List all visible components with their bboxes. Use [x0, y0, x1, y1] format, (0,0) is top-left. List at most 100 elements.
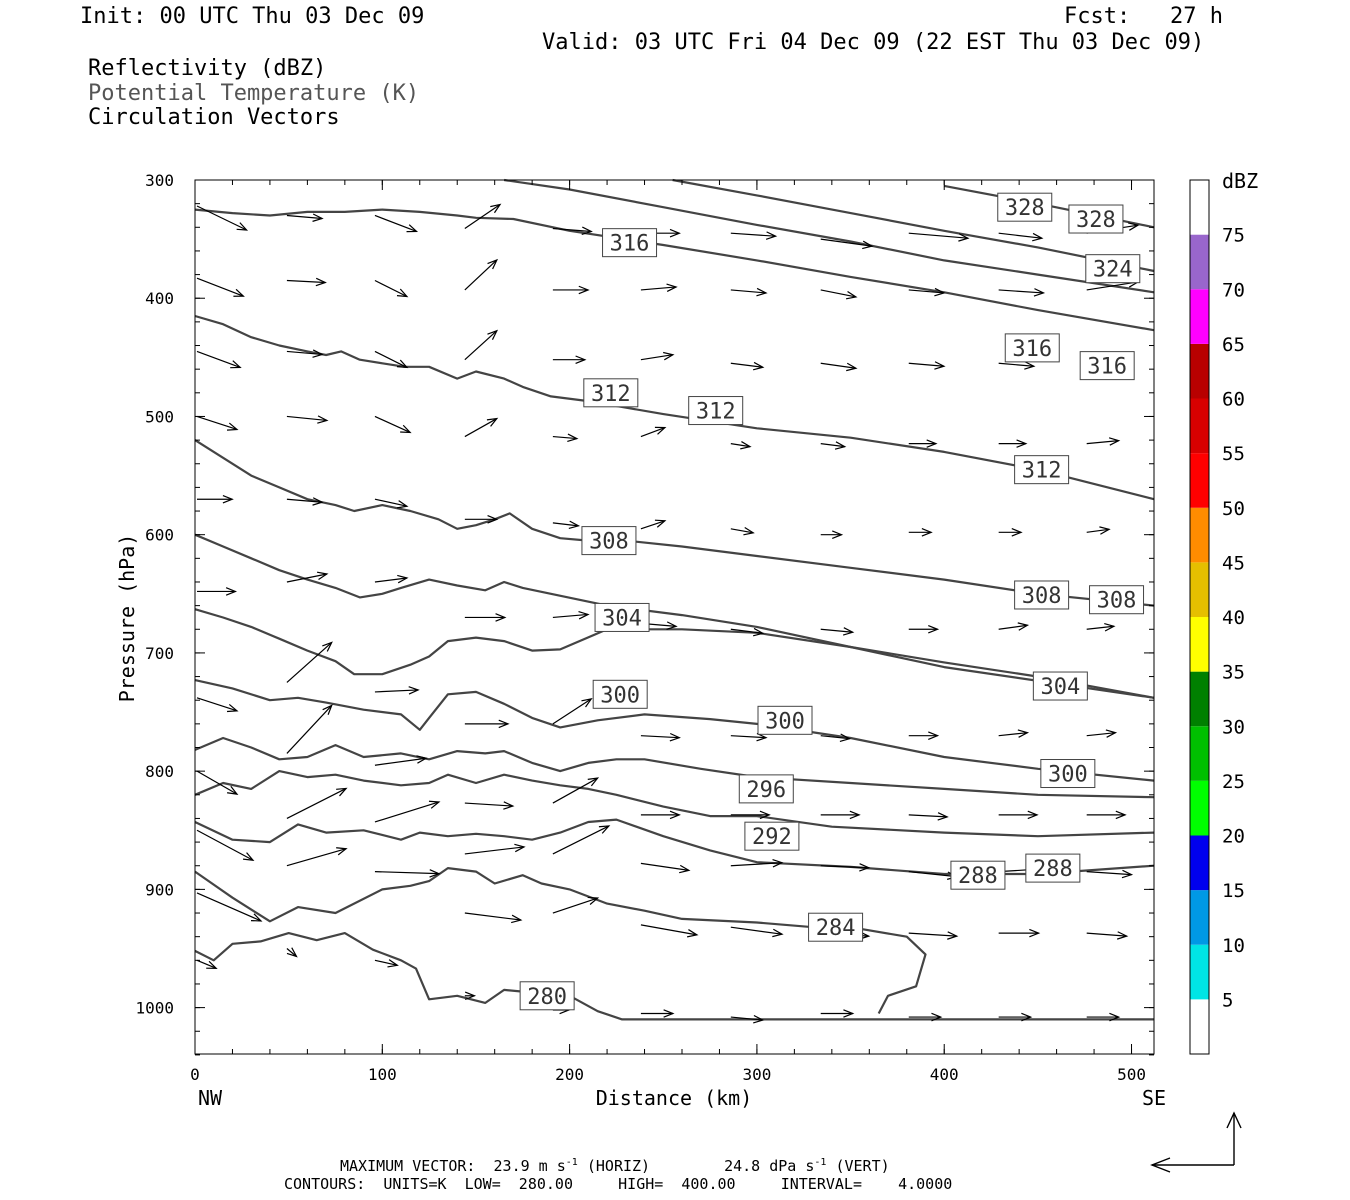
circulation-vector	[640, 351, 675, 361]
vector-head	[679, 864, 691, 874]
vector-head	[587, 777, 600, 787]
circulation-vector	[1086, 1012, 1121, 1022]
circulation-vector	[286, 947, 298, 958]
vector-shaft	[552, 698, 592, 725]
vector-head	[227, 785, 239, 795]
vector-head	[312, 213, 324, 222]
vector-head	[1011, 528, 1023, 537]
circulation-vector	[998, 232, 1044, 242]
theta-contour-316	[194, 314, 1155, 501]
theta-contour-320	[194, 208, 1155, 332]
contour-label: 300	[592, 679, 648, 709]
vector-shaft	[640, 354, 674, 361]
contour-label-text: 316	[610, 232, 650, 257]
vector-shaft	[1086, 871, 1132, 876]
circulation-vector	[730, 859, 784, 868]
contour-label: 284	[808, 912, 864, 942]
colorbar-segment	[1190, 234, 1209, 290]
contour-label-text: 324	[1093, 258, 1133, 283]
vector-head	[839, 733, 852, 742]
colorbar-label: 35	[1222, 662, 1245, 684]
circulation-vector	[908, 232, 970, 242]
y-tick-label: 400	[145, 289, 174, 308]
contour-label-text: 300	[765, 709, 805, 734]
vector-head	[312, 497, 324, 506]
circulation-vector	[552, 433, 579, 443]
colorbar-segment	[1190, 562, 1209, 617]
y-tick-label: 700	[145, 644, 174, 663]
vector-shaft	[374, 871, 439, 875]
vector-head	[236, 222, 249, 231]
vector-head	[686, 929, 699, 938]
vector-shaft	[998, 362, 1034, 367]
vector-shaft	[908, 932, 957, 937]
max-vector-vert-exp: -1	[814, 1157, 827, 1168]
vector-head	[322, 641, 333, 652]
contour-label-box	[594, 602, 650, 632]
circulation-vector	[998, 439, 1028, 448]
circulation-vector	[640, 862, 691, 874]
vector-shaft	[1086, 932, 1127, 937]
contour-label: 328	[1068, 204, 1124, 234]
vector-shaft	[464, 203, 501, 229]
vector-head	[316, 571, 329, 580]
vector-shaft	[464, 846, 525, 855]
vector-head	[759, 810, 771, 820]
contour-label-box	[1085, 254, 1141, 284]
vector-head	[487, 258, 499, 270]
vector-head	[669, 228, 681, 238]
colorbar-segment	[1190, 289, 1209, 344]
colorbar-label: 10	[1222, 935, 1245, 957]
contour-label-box	[519, 981, 575, 1011]
vector-shaft	[286, 415, 327, 422]
colorbar-segment	[1190, 453, 1209, 508]
circulation-vector	[820, 627, 855, 636]
circulation-vector	[374, 279, 409, 298]
vector-head	[849, 810, 861, 820]
circulation-vector	[640, 283, 678, 292]
vector-head	[406, 224, 419, 233]
circulation-vector	[730, 627, 765, 637]
circulation-vector	[640, 810, 681, 820]
circulation-vector	[286, 497, 324, 506]
vector-head	[743, 526, 755, 536]
circulation-vector	[908, 439, 938, 448]
vector-head	[498, 719, 510, 729]
colorbar-segment	[1190, 617, 1209, 672]
contour-label: 300	[757, 705, 813, 735]
circulation-vector	[730, 926, 784, 938]
contour-label-box	[950, 860, 1006, 890]
circulation-vector	[196, 415, 239, 431]
colorbar-segment	[1190, 835, 1209, 891]
vector-shaft	[1086, 528, 1110, 533]
circulation-vector	[552, 226, 593, 236]
x-tick-label: 200	[555, 1065, 584, 1084]
contour-label-box	[1004, 333, 1060, 363]
vector-shaft	[374, 279, 408, 298]
vector-shaft	[640, 286, 677, 291]
vector-head	[598, 825, 611, 834]
circulation-vector	[374, 498, 409, 509]
vector-head	[756, 287, 768, 297]
contour-label-box	[1068, 204, 1124, 234]
vector-head	[1032, 232, 1044, 242]
circulation-vector	[286, 847, 348, 867]
y-axis-label: Pressure (hPa)	[115, 534, 139, 703]
contour-label-text: 288	[1033, 857, 1073, 882]
circulation-vector	[552, 825, 611, 855]
circulation-vector	[464, 417, 499, 438]
circulation-vector	[1086, 869, 1134, 879]
y-tick-label: 900	[145, 880, 174, 899]
contour-label-text: 308	[1097, 589, 1137, 614]
vector-head	[666, 621, 678, 630]
theta-contour-304	[194, 608, 1155, 699]
vector-head	[315, 277, 327, 287]
colorbar-segment	[1190, 180, 1209, 235]
vector-head	[464, 991, 477, 1001]
circulation-vector	[820, 441, 847, 450]
theta-contour-312	[194, 439, 1155, 607]
dbz-colorbar: 5 10 15 20 25 30 35 40 45 50 55 60 65 70 75	[1189, 179, 1245, 1055]
field-circulation-vectors: Circulation Vectors	[88, 105, 340, 130]
vector-shaft	[374, 959, 398, 966]
contour-label-text: 284	[816, 916, 856, 941]
